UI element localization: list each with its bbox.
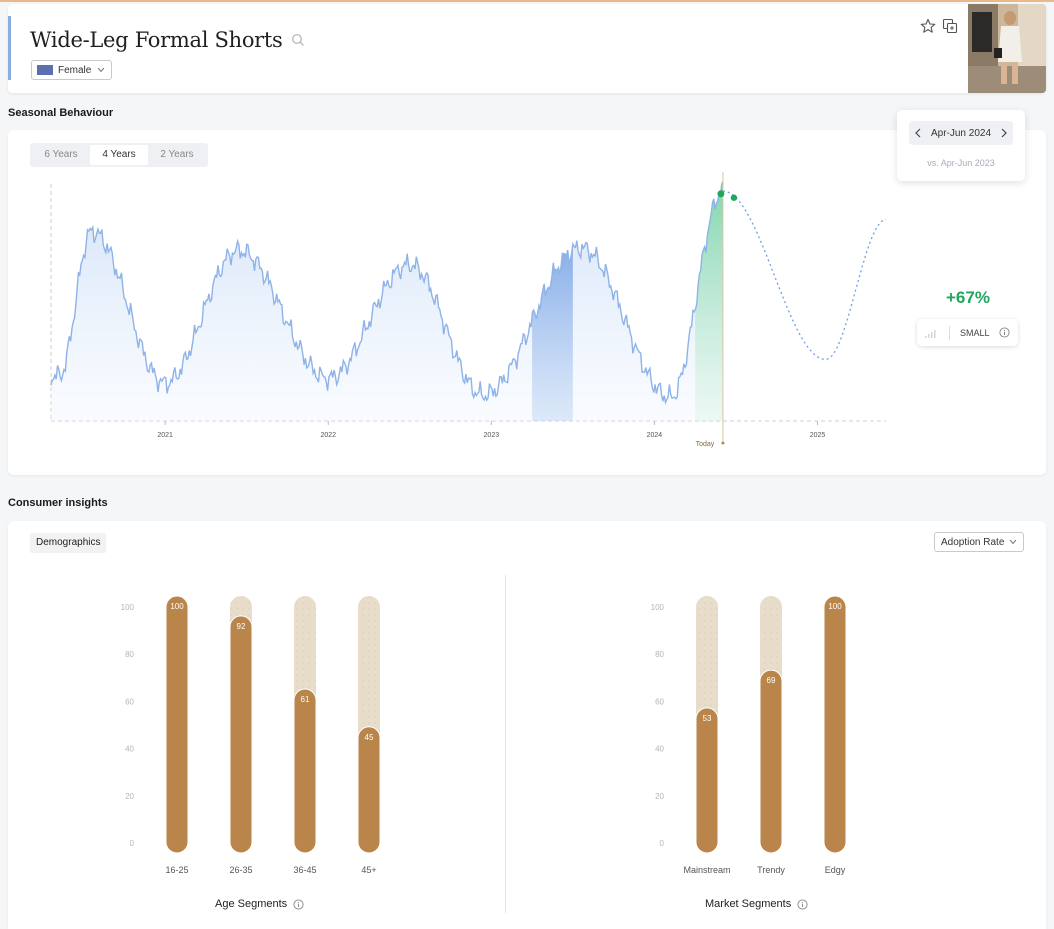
copy-icon[interactable] — [942, 18, 958, 34]
badge-divider — [949, 325, 950, 340]
tab-4-years[interactable]: 4 Years — [90, 145, 148, 165]
product-thumbnail — [968, 4, 1046, 93]
demographics-chip[interactable]: Demographics — [30, 533, 107, 553]
consumer-card: Demographics Adoption Rate — [8, 521, 1046, 929]
period-nav: Apr-Jun 2024 — [909, 121, 1013, 145]
period-value: Apr-Jun 2024 — [930, 127, 992, 139]
info-icon[interactable] — [998, 327, 1010, 338]
metric-value: Adoption Rate — [941, 536, 1005, 548]
market-segments-title: Market Segments — [705, 898, 808, 910]
title-row: Wide-Leg Formal Shorts — [30, 28, 305, 52]
consumer-section-label: Consumer insights — [8, 497, 108, 509]
column-divider — [505, 575, 506, 913]
seasonal-section-label: Seasonal Behaviour — [8, 107, 114, 119]
search-icon[interactable] — [291, 33, 305, 47]
header-accent-bar — [8, 16, 11, 80]
period-compare: vs. Apr-Jun 2023 — [927, 158, 995, 168]
period-selector: Apr-Jun 2024 vs. Apr-Jun 2023 — [897, 110, 1025, 181]
chevron-right-icon[interactable] — [1000, 128, 1008, 138]
chevron-down-icon — [97, 67, 105, 73]
gender-value: Female — [58, 64, 92, 76]
chevron-down-icon — [1009, 539, 1017, 545]
size-label: SMALL — [960, 327, 990, 338]
seasonal-card: 6 Years 4 Years 2 Years — [8, 130, 1046, 475]
age-segments-title-text: Age Segments — [215, 898, 288, 910]
tab-2-years[interactable]: 2 Years — [160, 149, 194, 160]
info-icon[interactable] — [293, 898, 304, 910]
market-segments-title-text: Market Segments — [705, 898, 792, 910]
gender-color-swatch — [37, 65, 53, 75]
chevron-left-icon[interactable] — [914, 128, 922, 138]
product-header: Wide-Leg Formal Shorts Female — [8, 4, 1046, 93]
size-badge: SMALL — [917, 319, 1018, 346]
range-tabs: 6 Years 4 Years 2 Years — [30, 143, 208, 167]
metric-select[interactable]: Adoption Rate — [934, 532, 1024, 552]
star-icon[interactable] — [920, 18, 936, 34]
signal-bars-icon — [925, 329, 936, 338]
info-icon[interactable] — [797, 898, 808, 910]
page-title: Wide-Leg Formal Shorts — [30, 28, 283, 52]
tab-6-years[interactable]: 6 Years — [44, 149, 78, 160]
growth-value: +67% — [946, 288, 990, 307]
top-accent-line — [0, 0, 1054, 2]
gender-select[interactable]: Female — [31, 60, 113, 80]
age-segments-title: Age Segments — [215, 898, 304, 910]
